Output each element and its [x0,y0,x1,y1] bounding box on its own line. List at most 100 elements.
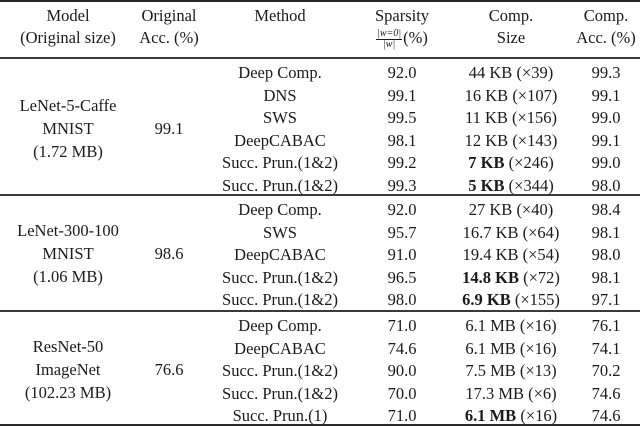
top-rule [0,0,640,2]
model-line: (1.06 MB) [33,267,103,287]
comp-size-cell: 16.7 KB (×64) [444,221,578,244]
method-cell: Succ. Prun.(1&2) [222,361,338,380]
method-cell: DNS [263,85,297,105]
method-cell: Succ. Prun.(1&2) [222,175,338,195]
sparsity-cell: 98.0 [387,290,417,309]
compression-ratio: (×16) [520,406,558,425]
comp-acc-cell: 99.1 [591,85,621,105]
header-size-line1: Comp. [488,6,534,25]
comp-acc-cell: 99.0 [591,153,621,172]
compression-ratio: (×40) [516,200,554,219]
compression-ratio: (×16) [519,338,557,358]
comp-size-cell: 7 KB (×246) [444,151,578,174]
size-value: 19.4 KB [462,245,519,264]
method-cell: SWS [263,108,297,127]
size-value: 6.9 KB [462,290,511,309]
comp-size-cell: 6.1 MB (×16) [444,337,578,360]
size-value: 6.1 MB [465,338,516,358]
comp-acc-cell: 97.1 [591,290,621,309]
sparsity-cell: 96.5 [387,267,417,287]
method-cell: Succ. Prun.(1&2) [222,153,338,172]
model-line: LeNet-300-100 [17,221,119,241]
comp-size-cell: 12 KB (×143) [444,129,578,152]
sparsity-cell: 91.0 [387,245,417,264]
header-method-line1: Method [254,6,306,25]
comp-acc-cell: 76.1 [591,316,621,335]
comp-size-cell: 7.5 MB (×13) [444,359,578,382]
comp-acc-cell: 74.6 [591,383,621,403]
comp-size-cell: 6.1 MB (×16) [444,404,578,427]
comp-size-cell: 6.1 MB (×16) [444,314,578,337]
comp-acc-cell: 98.1 [591,267,621,287]
model-line: MNIST [42,244,94,264]
comp-size-cell: 16 KB (×107) [444,84,578,107]
method-cell: Succ. Prun.(1) [232,406,328,425]
method-cell: Succ. Prun.(1&2) [222,267,338,287]
compression-ratio: (×143) [512,130,558,150]
compression-ratio: (×39) [516,63,554,82]
group-separator-1 [0,194,640,196]
method-cell: SWS [263,222,297,242]
comp-acc-cell: 99.3 [591,63,621,82]
method-cell: Succ. Prun.(1&2) [222,290,338,309]
sparsity-cell: 99.1 [387,85,417,105]
sparsity-fraction: |w=0| |w| [376,28,403,50]
compression-ratio: (×107) [512,85,558,105]
sparsity-cell: 92.0 [387,63,417,82]
model-line: (102.23 MB) [24,383,112,403]
comp-size-cell: 11 KB (×156) [444,106,578,129]
header-sparsity: Sparsity |w=0| |w| (%) [360,5,444,50]
method-cell: DeepCABAC [234,338,326,358]
comp-acc-cell: 99.0 [591,108,621,127]
comp-size-cell: 19.4 KB (×54) [444,243,578,266]
sparsity-cell: 98.1 [387,130,417,150]
comp-size-cell: 14.8 KB (×72) [444,266,578,289]
comp-size-cell: 6.9 KB (×155) [444,288,578,311]
size-value: 12 KB [464,130,509,150]
group-separator-2 [0,310,640,312]
header-orig-line2: Acc. (%) [139,28,199,47]
size-value: 16 KB [464,85,509,105]
model-line: ResNet-50 [32,337,104,357]
sparsity-cell: 90.0 [387,361,417,380]
header-orig-line1: Original [141,6,197,25]
comp-size-cell: 17.3 MB (×6) [444,382,578,405]
header-sparsity-line1: Sparsity [374,6,430,25]
bottom-rule [0,424,640,426]
model-cell: LeNet-300-100 MNIST (1.06 MB) [0,219,136,288]
header-acc-line2: Acc. (%) [576,28,636,47]
sparsity-cell: 70.0 [387,383,417,403]
header-comp-size: Comp. Size [444,5,578,49]
method-cell: Deep Comp. [238,63,322,82]
compression-ratio: (×246) [508,153,554,172]
comp-acc-cell: 70.2 [591,361,621,380]
header-method: Method [200,5,360,27]
compression-ratio: (×13) [519,361,557,380]
model-line: MNIST [42,118,94,138]
model-cell: ResNet-50 ImageNet (102.23 MB) [0,335,136,404]
comp-acc-cell: 74.6 [591,406,621,425]
model-line: ImageNet [35,360,101,380]
header-size-line2: Size [496,28,526,47]
header-acc-line1: Comp. [583,6,629,25]
sparsity-cell: 99.5 [387,108,417,127]
sparsity-cell: 99.3 [387,175,417,195]
original-acc-cell: 76.6 [154,360,184,380]
size-value: 11 KB [464,108,508,127]
compression-ratio: (×72) [523,267,560,287]
sparsity-cell: 74.6 [387,338,417,358]
size-value: 7 KB [468,153,505,172]
comp-size-cell: 5 KB (×344) [444,174,578,197]
header-model-line1: Model [46,6,90,25]
method-cell: Succ. Prun.(1&2) [222,383,338,403]
method-cell: DeepCABAC [234,245,326,264]
comp-acc-cell: 99.1 [591,130,621,150]
size-value: 6.1 MB [465,316,516,335]
model-line: LeNet-5-Caffe [19,95,117,115]
size-value: 16.7 KB [462,222,519,242]
sparsity-unit: (%) [403,28,428,47]
fraction-denominator: |w| [383,38,396,50]
compression-ratio: (×54) [522,245,560,264]
comp-acc-cell: 98.4 [591,200,621,219]
header-comp-acc: Comp. Acc. (%) [572,5,640,49]
